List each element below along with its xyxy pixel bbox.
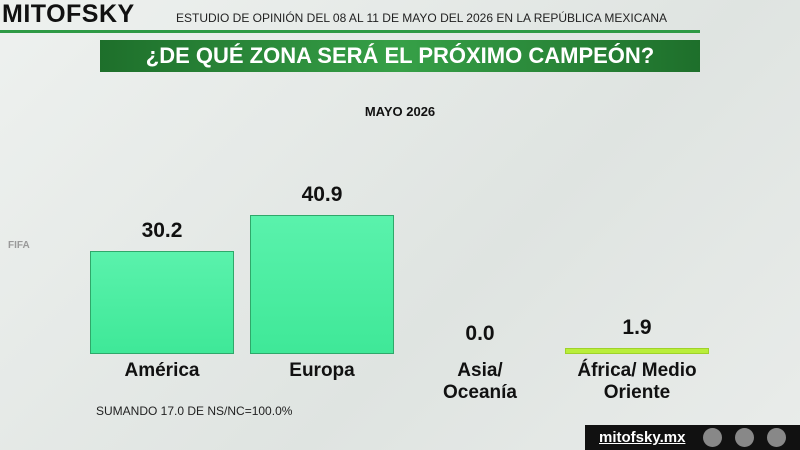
category-label: América	[124, 360, 200, 381]
x-icon[interactable]	[703, 428, 722, 447]
bar	[90, 251, 234, 354]
category-label: Asia/ Oceanía	[443, 360, 517, 403]
chart-subtitle: MAYO 2026	[364, 104, 436, 119]
study-info: ESTUDIO DE OPINIÓN DEL 08 AL 11 DE MAYO …	[176, 11, 668, 25]
category-label: Europa	[289, 360, 355, 381]
site[interactable]: mitofsky.mx	[599, 429, 686, 446]
category-label: África/ Medio Oriente	[577, 360, 697, 403]
note: SUMANDO 17.0 DE NS/NC=100.0%	[96, 404, 293, 418]
fifa-logo: FIFA	[8, 240, 30, 251]
youtube-icon[interactable]	[767, 428, 786, 447]
header-rule	[0, 30, 700, 33]
bar	[565, 347, 709, 354]
value-label: 1.9	[622, 315, 652, 339]
value-label: 30.2	[141, 219, 183, 243]
value-label: 40.9	[301, 182, 343, 206]
chart-title: ¿DE QUÉ ZONA SERÁ EL PRÓXIMO CAMPEÓN?	[100, 40, 700, 72]
bar	[250, 214, 394, 354]
footer: mitofsky.mx	[585, 425, 800, 450]
facebook-icon[interactable]	[735, 428, 754, 447]
value-label: 0.0	[465, 322, 495, 345]
brand: MITOFSKY	[2, 0, 135, 28]
